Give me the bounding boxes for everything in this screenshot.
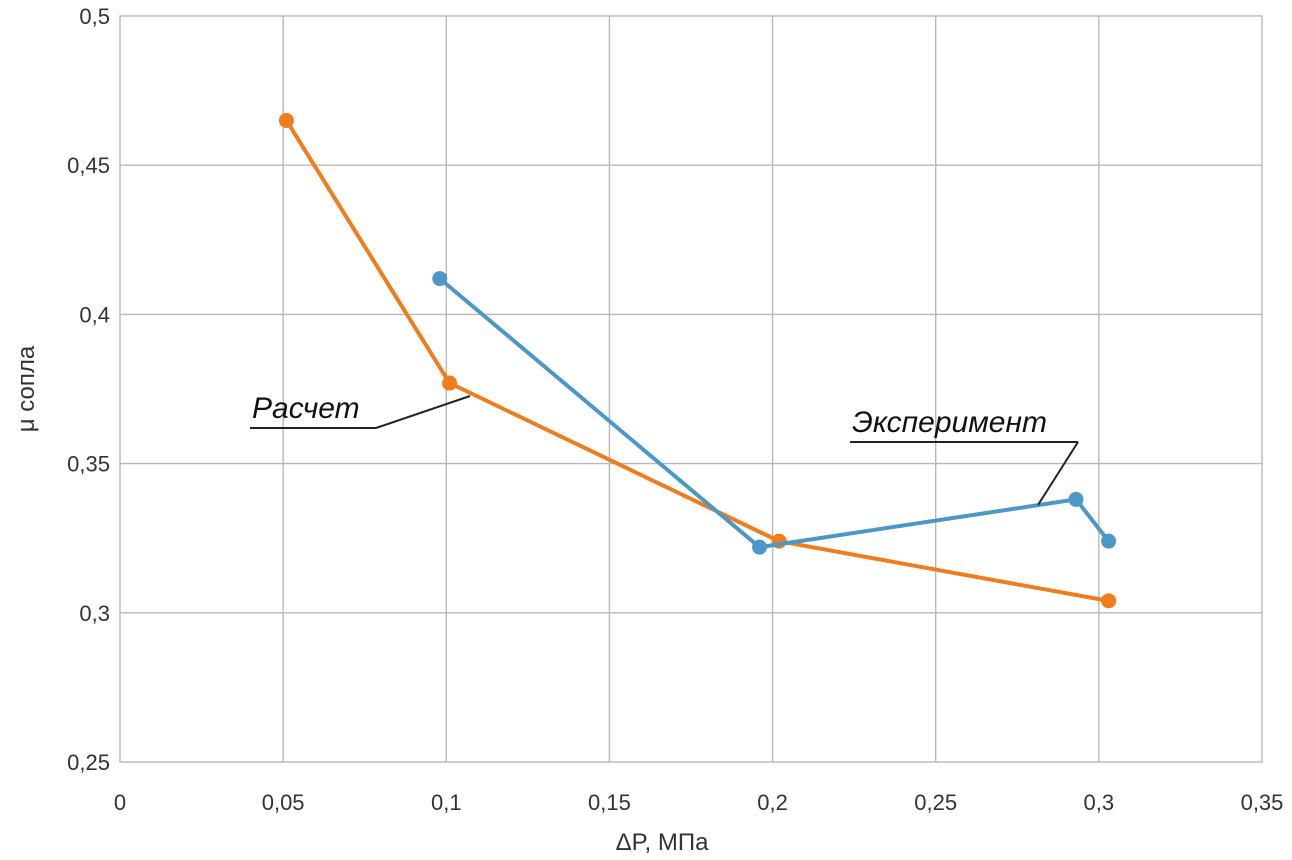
plot-area-frame <box>119 15 1263 763</box>
annotation-label-raschet: Расчет <box>252 392 360 425</box>
series-line <box>284 119 1109 603</box>
data-series <box>278 112 1117 609</box>
series-raschet <box>278 112 1117 609</box>
x-tick-label: 0,25 <box>914 790 957 815</box>
annotation-leader-line <box>1037 441 1079 506</box>
x-tick-label: 0,1 <box>431 790 462 815</box>
series-eksperiment <box>432 271 1117 555</box>
y-tick-label: 0,3 <box>79 601 110 626</box>
x-tick-label: 0,35 <box>1241 790 1284 815</box>
x-tick-label: 0,3 <box>1084 790 1115 815</box>
y-tick-label: 0,45 <box>67 153 110 178</box>
y-tick-label: 0,25 <box>67 750 110 775</box>
y-tick-label: 0,4 <box>79 302 110 327</box>
series-line <box>438 277 1111 550</box>
data-point <box>1068 491 1084 507</box>
data-point <box>432 271 448 287</box>
series-annotations: Расчет Эксперимент <box>250 392 1079 506</box>
data-point <box>1101 533 1117 549</box>
tick-labels: 0 0,05 0,1 0,15 0,2 0,25 0,3 0,35 0,25 0,3 0,35 0,4… <box>67 4 1283 815</box>
x-tick-label: 0,05 <box>262 790 305 815</box>
y-tick-label: 0,5 <box>79 4 110 29</box>
x-tick-label: 0 <box>114 790 126 815</box>
annotation-label-eksperiment: Эксперимент <box>852 406 1047 439</box>
grid <box>120 16 1262 762</box>
data-point <box>752 539 768 555</box>
data-point <box>1101 593 1117 609</box>
x-tick-label: 0,2 <box>757 790 788 815</box>
annotation-leader-line <box>375 395 471 429</box>
x-axis-title: ΔP, МПа <box>616 829 710 856</box>
data-point <box>442 375 458 391</box>
x-tick-label: 0,15 <box>588 790 631 815</box>
data-point <box>278 112 294 128</box>
y-axis-title: μ сопла <box>13 345 40 432</box>
y-tick-label: 0,35 <box>67 452 110 477</box>
